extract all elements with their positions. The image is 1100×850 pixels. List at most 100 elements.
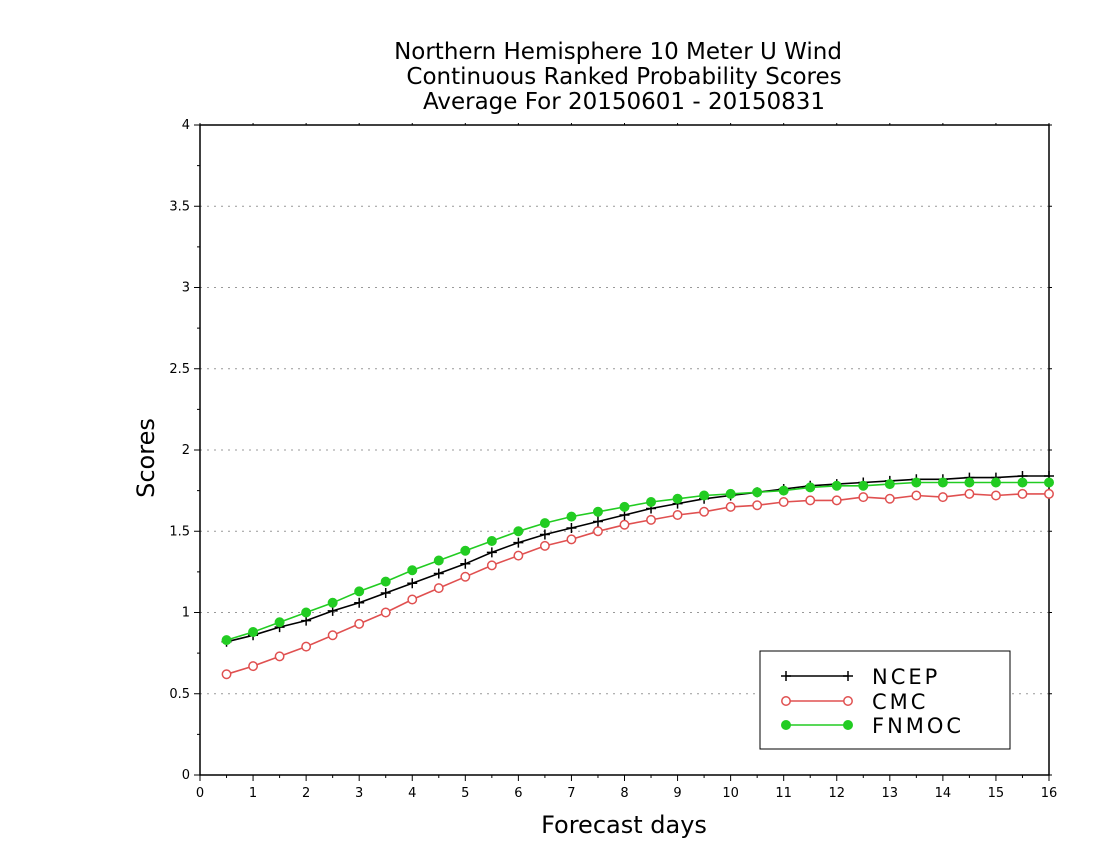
data-point-cmc — [858, 492, 869, 503]
data-point-fnmoc — [407, 565, 418, 576]
data-point-cmc — [699, 506, 710, 517]
x-axis-ticks: 0 1 2 3 4 5 6 7 8 9 10 11 12 13 14 15 16 — [196, 123, 1057, 801]
legend-entry-fnmoc: FNMOC — [781, 714, 964, 738]
chart-title-line-2: Continuous Ranked Probability Scores — [406, 64, 841, 90]
data-point-cmc — [354, 618, 365, 629]
data-point-cmc — [752, 500, 763, 511]
legend-marker — [781, 671, 791, 681]
data-point-ncep — [592, 516, 603, 527]
data-point-fnmoc — [619, 501, 630, 512]
data-point-cmc — [274, 651, 285, 662]
data-point-cmc — [248, 661, 259, 672]
chart-title-line-3: Average For 20150601 - 20150831 — [423, 89, 825, 115]
data-point-cmc — [646, 514, 656, 525]
data-point-cmc — [1017, 488, 1028, 499]
data-point-fnmoc — [699, 490, 710, 501]
data-point-fnmoc — [884, 479, 895, 490]
data-point-fnmoc — [380, 576, 391, 587]
data-point-fnmoc — [1017, 477, 1028, 488]
x-tick-label: 13 — [882, 786, 899, 801]
y-tick-label: 2 — [182, 443, 190, 458]
legend-marker — [843, 720, 853, 730]
y-tick-label: 0.5 — [169, 687, 190, 702]
x-tick-label: 6 — [514, 786, 522, 801]
legend-label: CMC — [872, 690, 928, 714]
y-tick-label: 2.5 — [169, 362, 190, 377]
data-point-ncep — [433, 568, 444, 579]
data-point-fnmoc — [646, 497, 657, 507]
data-point-fnmoc — [831, 480, 842, 491]
data-point-fnmoc — [752, 487, 763, 498]
x-tick-label: 4 — [408, 786, 416, 801]
data-point-cmc — [221, 669, 232, 680]
data-point-ncep — [380, 588, 391, 598]
data-point-cmc — [619, 519, 630, 530]
data-point-fnmoc — [539, 518, 550, 529]
gridlines — [200, 205, 1049, 695]
data-point-cmc — [911, 490, 922, 501]
x-tick-label: 12 — [828, 786, 845, 801]
data-point-ncep — [486, 547, 497, 558]
data-point-fnmoc — [592, 506, 603, 517]
data-point-fnmoc — [354, 586, 365, 597]
data-point-cmc — [566, 534, 577, 545]
data-point-cmc — [380, 607, 391, 618]
data-point-ncep — [539, 529, 550, 540]
data-point-fnmoc — [1044, 477, 1054, 488]
legend-entry-cmc: CMC — [781, 690, 928, 714]
data-point-fnmoc — [248, 627, 259, 637]
data-point-cmc — [964, 488, 975, 499]
data-point-cmc — [884, 493, 895, 504]
y-tick-label: 0 — [182, 768, 190, 783]
y-tick-label: 4 — [182, 118, 190, 133]
x-tick-label: 16 — [1041, 786, 1058, 801]
data-point-fnmoc — [327, 597, 338, 608]
data-point-cmc — [937, 492, 948, 503]
x-tick-label: 7 — [567, 786, 575, 801]
data-point-fnmoc — [672, 493, 683, 504]
legend-label: FNMOC — [872, 714, 964, 738]
legend-entry-ncep: NCEP — [781, 665, 940, 689]
x-tick-label: 3 — [355, 786, 363, 801]
series-line-fnmoc — [226, 481, 1049, 641]
y-axis-title: Scores — [132, 418, 160, 498]
data-point-fnmoc — [301, 607, 312, 618]
data-point-ncep — [566, 523, 577, 533]
data-point-fnmoc — [858, 480, 869, 491]
x-axis-title: Forecast days — [541, 811, 707, 839]
data-point-cmc — [301, 641, 312, 652]
data-point-fnmoc — [911, 477, 922, 488]
x-tick-label: 8 — [620, 786, 628, 801]
data-point-fnmoc — [937, 477, 948, 488]
data-point-cmc — [486, 560, 497, 571]
data-point-cmc — [990, 490, 1001, 501]
data-point-cmc — [805, 495, 816, 506]
data-point-fnmoc — [513, 526, 524, 537]
legend-box — [759, 650, 1011, 750]
data-point-fnmoc — [964, 477, 975, 488]
series-cmc — [221, 488, 1054, 680]
chart-title: Northern Hemisphere 10 Meter U Wind Cont… — [394, 39, 842, 115]
legend-marker — [843, 671, 853, 681]
x-tick-label: 5 — [461, 786, 469, 801]
legend-marker — [843, 696, 853, 706]
data-point-fnmoc — [990, 477, 1001, 488]
data-point-fnmoc — [460, 545, 471, 556]
y-tick-label: 3.5 — [169, 199, 190, 214]
x-tick-label: 1 — [249, 786, 257, 801]
data-point-cmc — [327, 630, 338, 641]
x-tick-label: 14 — [935, 786, 952, 801]
legend-label: NCEP — [872, 665, 940, 689]
data-point-cmc — [778, 497, 789, 507]
series-line-cmc — [226, 493, 1049, 676]
legend-marker — [781, 696, 791, 706]
data-point-ncep — [460, 558, 471, 569]
x-tick-label: 9 — [673, 786, 681, 801]
series-lines — [221, 471, 1054, 680]
data-point-cmc — [513, 550, 524, 561]
data-point-fnmoc — [221, 635, 232, 646]
data-point-cmc — [725, 501, 736, 512]
data-point-fnmoc — [486, 536, 497, 546]
data-point-fnmoc — [274, 617, 285, 628]
